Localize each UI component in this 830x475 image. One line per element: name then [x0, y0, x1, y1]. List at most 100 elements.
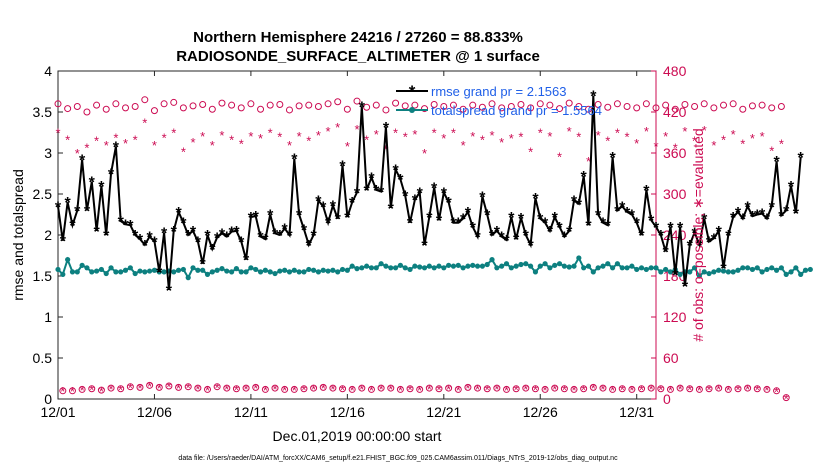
totalspread-point	[470, 262, 476, 268]
obs-possible-point	[609, 385, 617, 393]
totalspread-point	[354, 266, 360, 272]
rmse-point: *	[716, 224, 723, 241]
obs-evaluated-point: *	[745, 382, 750, 397]
obs-evaluated-point: *	[494, 382, 499, 397]
rmse-point: *	[773, 154, 780, 171]
obs-evaluated-point: *	[769, 143, 774, 158]
rmse-point: *	[778, 208, 785, 225]
x-tick-label: 12/21	[426, 404, 461, 420]
obs-possible-point	[768, 104, 776, 112]
obs-possible-point	[136, 383, 144, 391]
totalspread-point	[74, 269, 80, 275]
rmse-point: *	[624, 205, 631, 222]
rmse-point: *	[74, 203, 81, 220]
obs-evaluated-point: *	[321, 381, 326, 396]
rmse-point: *	[489, 228, 496, 245]
obs-evaluated-series: ****************************************…	[55, 115, 788, 406]
rmse-point: *	[417, 185, 424, 202]
rmse-point: *	[499, 230, 506, 247]
rmse-point: *	[306, 238, 313, 255]
rmse-point: *	[238, 235, 245, 252]
obs-possible-point	[493, 384, 501, 392]
rmse-point: *	[180, 216, 187, 233]
rmse-point: *	[682, 279, 689, 296]
obs-possible-point	[459, 105, 467, 113]
obs-possible-point	[715, 384, 723, 392]
totalspread-point	[460, 265, 466, 271]
rmse-point: *	[339, 158, 346, 175]
obs-evaluated-point: *	[128, 380, 133, 395]
rmse-point: *	[764, 212, 771, 229]
obs-possible-point	[512, 385, 520, 393]
obs-possible-point	[440, 103, 448, 111]
obs-evaluated-point: *	[287, 138, 292, 153]
rmse-point: *	[648, 213, 655, 230]
rmse-point: *	[364, 183, 371, 200]
obs-possible-point	[329, 384, 337, 392]
rmse-point: *	[460, 212, 467, 229]
obs-evaluated-point: *	[330, 382, 335, 397]
rmse-point: *	[754, 208, 761, 225]
rmse-point: *	[600, 216, 607, 233]
rmse-point: *	[701, 212, 708, 229]
obs-evaluated-point: *	[113, 130, 118, 145]
obs-evaluated-point: *	[475, 382, 480, 397]
rmse-point: *	[89, 175, 96, 192]
totalspread-point	[147, 268, 153, 274]
obs-evaluated-point: *	[692, 134, 697, 149]
obs-possible-point	[314, 103, 322, 111]
obs-possible-point	[575, 103, 583, 111]
totalspread-point	[335, 269, 341, 275]
obs-possible-point	[73, 103, 81, 111]
obs-evaluated-point: *	[711, 138, 716, 153]
obs-evaluated-point: *	[388, 382, 393, 397]
obs-possible-point	[695, 385, 703, 393]
totalspread-point	[397, 262, 404, 268]
totalspread-point	[349, 263, 355, 269]
obs-evaluated-point: *	[465, 381, 470, 396]
totalspread-point	[624, 265, 630, 271]
rmse-point: *	[441, 185, 448, 202]
rmse-point: *	[373, 183, 380, 200]
rmse-point: *	[412, 193, 419, 210]
obs-possible-point	[710, 104, 718, 112]
obs-possible-point	[729, 100, 737, 108]
obs-possible-point	[237, 104, 245, 112]
obs-possible-point	[213, 383, 221, 391]
obs-possible-point	[478, 103, 486, 111]
rmse-point: *	[166, 283, 173, 300]
totalspread-point	[296, 269, 302, 275]
obs-possible-point	[117, 385, 125, 393]
obs-possible-point	[773, 387, 781, 395]
totalspread-point	[663, 266, 669, 273]
rmse-point: *	[378, 185, 385, 202]
rmse-point: *	[161, 226, 168, 243]
obs-evaluated-point: *	[200, 129, 205, 144]
obs-possible-point	[271, 384, 279, 392]
totalspread-point	[798, 271, 804, 277]
rmse-point: *	[479, 189, 486, 206]
obs-possible-point	[64, 105, 72, 113]
obs-evaluated-point: *	[716, 382, 721, 397]
obs-possible-point	[387, 384, 395, 392]
obs-evaluated-point: *	[364, 132, 369, 147]
obs-possible-point	[666, 385, 674, 393]
obs-possible-point	[406, 385, 414, 393]
obs-possible-point	[551, 384, 559, 392]
obs-possible-point	[343, 105, 351, 113]
obs-evaluated-point: *	[697, 383, 702, 398]
rmse-point: *	[552, 210, 559, 227]
obs-evaluated-point: *	[755, 382, 760, 397]
rmse-point: *	[142, 238, 149, 255]
obs-possible-point	[618, 385, 626, 393]
rmse-point: *	[60, 234, 67, 251]
obs-evaluated-point: *	[292, 383, 297, 398]
rmse-point: *	[248, 210, 255, 227]
obs-evaluated-point: *	[123, 136, 128, 151]
obs-possible-point	[155, 383, 163, 391]
obs-evaluated-point: *	[137, 381, 142, 396]
totalspread-point	[489, 257, 495, 263]
totalspread-point	[262, 267, 268, 273]
obs-possible-point	[580, 385, 588, 393]
obs-evaluated-point: *	[253, 381, 258, 396]
